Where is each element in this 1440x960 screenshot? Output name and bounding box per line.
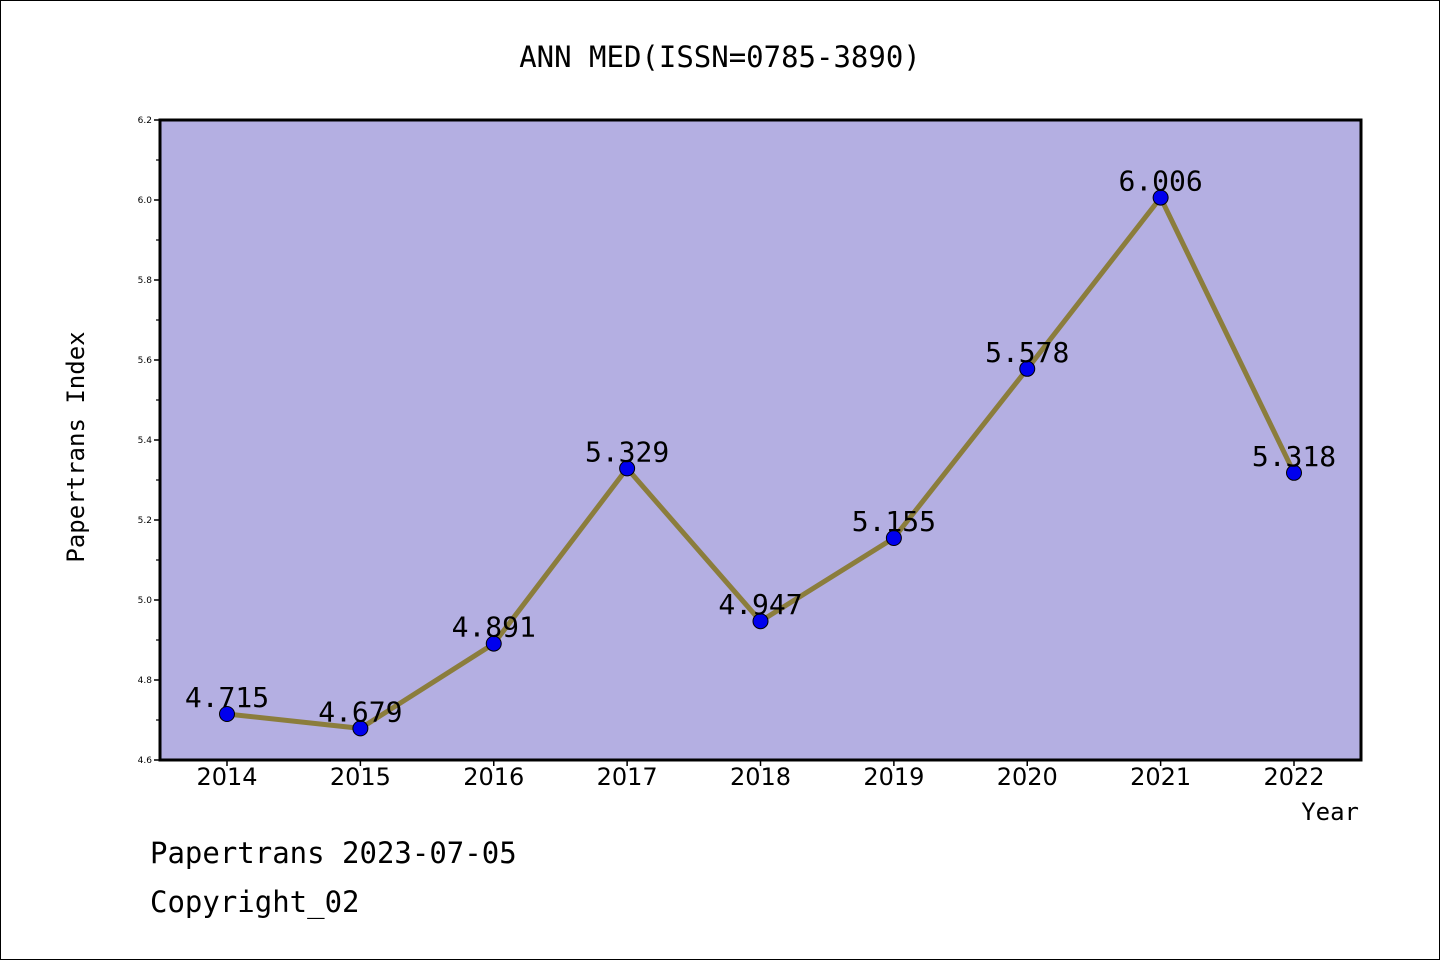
- x-tick-label: 2014: [196, 763, 257, 791]
- x-axis-label: Year: [1301, 798, 1359, 826]
- x-tick-label: 2015: [330, 763, 391, 791]
- y-axis-label: Papertrans Index: [62, 331, 90, 562]
- data-label: 5.318: [1252, 440, 1336, 473]
- y-tick-label: 6.2: [138, 116, 152, 126]
- data-label: 6.006: [1118, 165, 1202, 198]
- y-tick-label: 4.6: [138, 756, 153, 766]
- plot-area: [160, 120, 1361, 760]
- y-tick-label: 5.2: [138, 516, 152, 526]
- x-tick-label: 2020: [997, 763, 1058, 791]
- data-point: [885, 530, 902, 546]
- plot-border: [158, 118, 1363, 762]
- data-point: [352, 720, 369, 737]
- data-point: [219, 706, 235, 722]
- y-tick-label: 6.0: [138, 196, 153, 206]
- x-tick-label: 2021: [1130, 763, 1191, 791]
- data-point: [1019, 360, 1036, 377]
- data-label: 5.329: [585, 435, 669, 468]
- data-label: 5.578: [985, 336, 1069, 369]
- chart-title: ANN MED(ISSN=0785-3890): [519, 40, 921, 74]
- data-point: [485, 635, 502, 652]
- x-tick-label: 2017: [597, 763, 658, 791]
- x-tick-label: 2019: [863, 763, 924, 791]
- x-tick-label: 2022: [1263, 763, 1324, 791]
- data-label: 4.679: [318, 695, 402, 728]
- y-tick-label: 5.4: [138, 436, 153, 446]
- x-tick-label: 2018: [730, 763, 791, 791]
- data-point: [1152, 189, 1169, 206]
- footer-copyright: Copyright_02: [150, 885, 360, 919]
- y-tick-label: 4.8: [138, 676, 153, 686]
- y-tick-label: 5.6: [138, 356, 153, 366]
- data-label: 5.155: [852, 505, 936, 538]
- data-label: 4.947: [718, 588, 802, 621]
- footer-date: Papertrans 2023-07-05: [150, 836, 517, 870]
- data-label: 4.891: [452, 611, 536, 644]
- x-tick-label: 2016: [463, 763, 524, 791]
- y-tick-label: 5.8: [138, 276, 153, 286]
- data-point: [619, 460, 636, 477]
- y-tick-label: 5.0: [138, 596, 153, 606]
- data-label: 4.715: [185, 681, 269, 714]
- data-point: [752, 613, 769, 630]
- data-point: [1286, 464, 1302, 481]
